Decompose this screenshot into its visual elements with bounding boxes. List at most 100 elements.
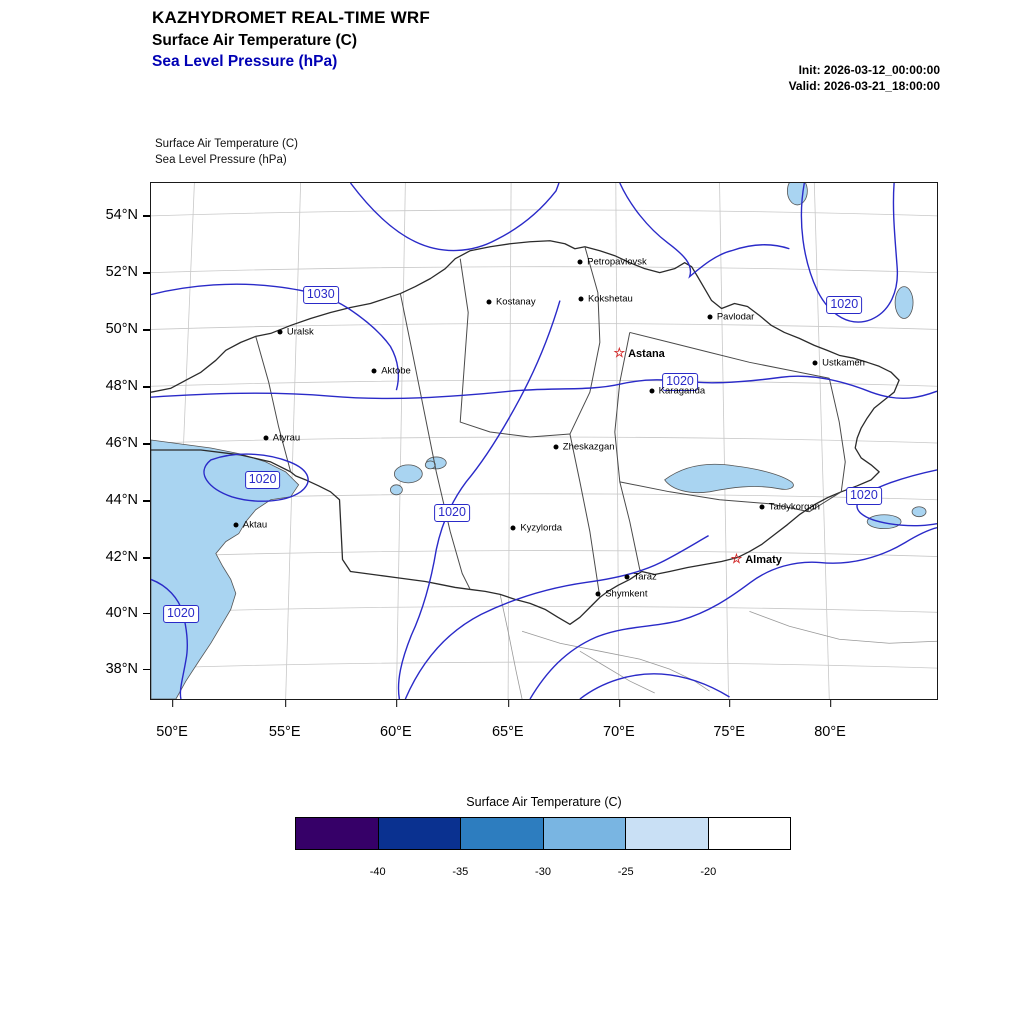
city-label: Aktau <box>242 519 268 531</box>
city-dot-icon <box>649 388 655 394</box>
city-dot-icon <box>371 368 377 374</box>
city-marker: Zheskazgan <box>553 441 615 453</box>
lat-tick-label: 40°N <box>84 605 150 621</box>
city-dot-icon <box>263 435 269 441</box>
pressure-contour-label: 1020 <box>434 503 470 522</box>
lon-tick-label: 75°E <box>713 700 745 740</box>
capital-marker: ☆ Astana <box>613 346 669 361</box>
small-lake <box>894 286 914 319</box>
init-time: Init: 2026-03-12_00:00:00 <box>798 63 940 77</box>
city-label: Astana <box>628 348 665 361</box>
map-inner-titles: Surface Air Temperature (C) Sea Level Pr… <box>155 136 298 168</box>
colorbar-tick-label: -40 <box>369 866 386 878</box>
city-label: Karaganda <box>658 385 706 397</box>
neighbor-borders <box>499 594 937 699</box>
colorbar-ticks: -40 -35 -30 -25 -20 <box>295 866 791 882</box>
pressure-label-layer: 1030 1020 1020 1020 1020 1020 1020 <box>151 183 937 699</box>
city-marker: Kostanay <box>486 296 536 308</box>
lat-tick-label: 38°N <box>84 661 150 677</box>
pressure-contour-label: 1030 <box>302 286 339 305</box>
colorbar-segment <box>378 818 461 849</box>
city-dot-icon <box>510 525 516 531</box>
city-label: Atyrau <box>272 432 301 444</box>
valid-time: Valid: 2026-03-21_18:00:00 <box>788 79 940 93</box>
city-label: Petropavlovsk <box>587 256 647 268</box>
aral-lake <box>393 464 423 484</box>
city-marker: Petropavlovsk <box>577 256 647 268</box>
lake-balkhash <box>664 463 794 493</box>
lat-tick-label: 50°N <box>84 321 150 337</box>
water-bodies <box>151 183 927 699</box>
lat-tick-label: 42°N <box>84 549 150 565</box>
city-marker: Kokshetau <box>578 293 633 305</box>
city-dot-icon <box>277 329 283 335</box>
city-dot-icon <box>707 314 713 320</box>
page-title: KAZHYDROMET REAL-TIME WRF <box>152 8 430 27</box>
colorbar-segment <box>461 818 544 849</box>
map-subtitle-temperature: Surface Air Temperature (C) <box>155 138 298 150</box>
city-dot-icon <box>624 574 630 580</box>
colorbar-tick-label: -20 <box>700 866 717 878</box>
map-graphics <box>151 183 937 699</box>
lat-tick-label: 54°N <box>84 207 150 223</box>
lon-tick-label: 60°E <box>380 700 412 740</box>
lat-tick-label: 52°N <box>84 264 150 280</box>
capital-star-icon: ☆ <box>613 345 626 361</box>
colorbar-tick-label: -25 <box>617 866 634 878</box>
pressure-contour-label: 1020 <box>244 470 281 489</box>
city-label: Taldykorgan <box>768 501 820 513</box>
city-layer: Petropavlovsk Kostanay Kokshetau Pavlodar Ur… <box>151 183 937 699</box>
page-subtitle-pressure: Sea Level Pressure (hPa) <box>152 53 338 70</box>
lon-tick-label: 55°E <box>268 700 301 740</box>
colorbar-segment <box>708 818 790 849</box>
city-marker: Taldykorgan <box>759 501 820 513</box>
latitude-axis: 54°N 52°N 50°N 48°N 46°N 44°N 42°N 40°N 38°N <box>84 182 150 700</box>
run-info: Init: 2026-03-12_00:00:00 Valid: 2026-03… <box>789 62 940 94</box>
city-marker: Aktobe <box>371 365 411 377</box>
city-marker: Atyrau <box>263 432 301 444</box>
city-label: Pavlodar <box>716 311 755 323</box>
city-dot-icon <box>233 522 239 528</box>
pressure-contour-label: 1020 <box>845 486 882 505</box>
lon-tick-label: 70°E <box>603 700 635 740</box>
city-dot-icon <box>553 444 559 450</box>
colorbar <box>295 817 791 850</box>
lon-tick-label: 50°E <box>156 700 188 740</box>
city-label: Ustkamen <box>822 357 865 369</box>
city-label: Kyzylorda <box>520 522 563 534</box>
city-dot-icon <box>759 504 765 510</box>
city-dot-icon <box>486 299 492 305</box>
small-lake <box>389 484 403 496</box>
map-subtitle-pressure: Sea Level Pressure (hPa) <box>155 154 287 166</box>
header: KAZHYDROMET REAL-TIME WRF Surface Air Te… <box>152 8 430 71</box>
lat-tick-label: 46°N <box>84 435 150 451</box>
colorbar-tick-label: -35 <box>452 866 469 878</box>
city-marker: Pavlodar <box>707 311 755 323</box>
lon-tick-label: 65°E <box>491 700 524 740</box>
city-label: Kostanay <box>495 296 536 308</box>
colorbar-segment <box>296 818 379 849</box>
city-dot-icon <box>595 591 601 597</box>
colorbar-segment <box>543 818 626 849</box>
city-dot-icon <box>577 259 583 265</box>
city-label: Taraz <box>633 571 657 583</box>
lat-tick-label: 44°N <box>84 492 150 508</box>
page-subtitle-temperature: Surface Air Temperature (C) <box>152 32 357 49</box>
pressure-contour-label: 1020 <box>826 295 863 314</box>
pressure-contour-label: 1020 <box>162 605 199 624</box>
city-label: Uralsk <box>286 326 314 338</box>
city-marker: Kyzylorda <box>510 522 563 534</box>
caspian-sea <box>151 439 300 699</box>
oblast-borders <box>255 246 846 598</box>
pressure-contour-label: 1020 <box>662 373 698 392</box>
city-label: Kokshetau <box>587 293 633 305</box>
city-label: Zheskazgan <box>562 441 615 453</box>
city-marker: Karaganda <box>649 385 706 397</box>
map-canvas: 1030 1020 1020 1020 1020 1020 1020 Petropavlov… <box>150 182 938 700</box>
city-label: Almaty <box>745 553 782 566</box>
city-dot-icon <box>812 360 818 366</box>
city-marker: Aktau <box>233 519 268 531</box>
city-dot-icon <box>578 296 584 302</box>
city-label: Aktobe <box>381 365 411 377</box>
